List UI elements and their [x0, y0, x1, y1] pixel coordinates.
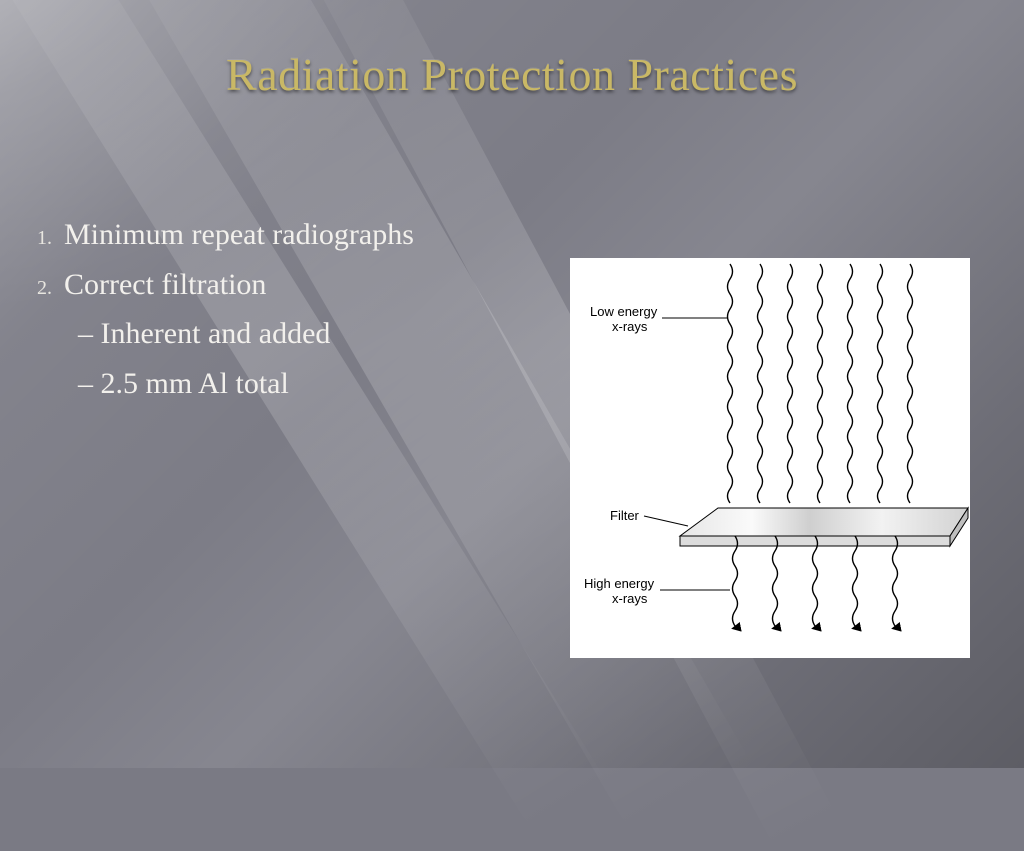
sub-item: – 2.5 mm Al total	[30, 359, 414, 409]
svg-text:High energy: High energy	[584, 576, 655, 591]
list-item: 2. Correct filtration	[30, 260, 414, 310]
svg-text:Filter: Filter	[610, 508, 640, 523]
list-number: 2.	[30, 272, 64, 305]
label-high-energy: High energy x-rays	[584, 576, 730, 606]
label-low-energy: Low energy x-rays	[590, 304, 728, 334]
svg-text:x-rays: x-rays	[612, 591, 648, 606]
filtration-diagram: Low energy x-rays Filter High energy x-r…	[570, 258, 970, 658]
high-energy-waves	[733, 536, 898, 628]
filter-plate	[680, 508, 968, 546]
list-text: Correct filtration	[64, 260, 266, 310]
list-number: 1.	[30, 222, 64, 255]
list-text: Minimum repeat radiographs	[64, 210, 414, 260]
svg-text:x-rays: x-rays	[612, 319, 648, 334]
content-list: 1. Minimum repeat radiographs 2. Correct…	[30, 210, 414, 408]
label-filter: Filter	[610, 508, 688, 526]
slide-title: Radiation Protection Practices	[0, 48, 1024, 101]
svg-text:Low energy: Low energy	[590, 304, 658, 319]
sub-item: – Inherent and added	[30, 309, 414, 359]
list-item: 1. Minimum repeat radiographs	[30, 210, 414, 260]
low-energy-waves	[728, 264, 913, 503]
diagram-svg: Low energy x-rays Filter High energy x-r…	[570, 258, 970, 658]
